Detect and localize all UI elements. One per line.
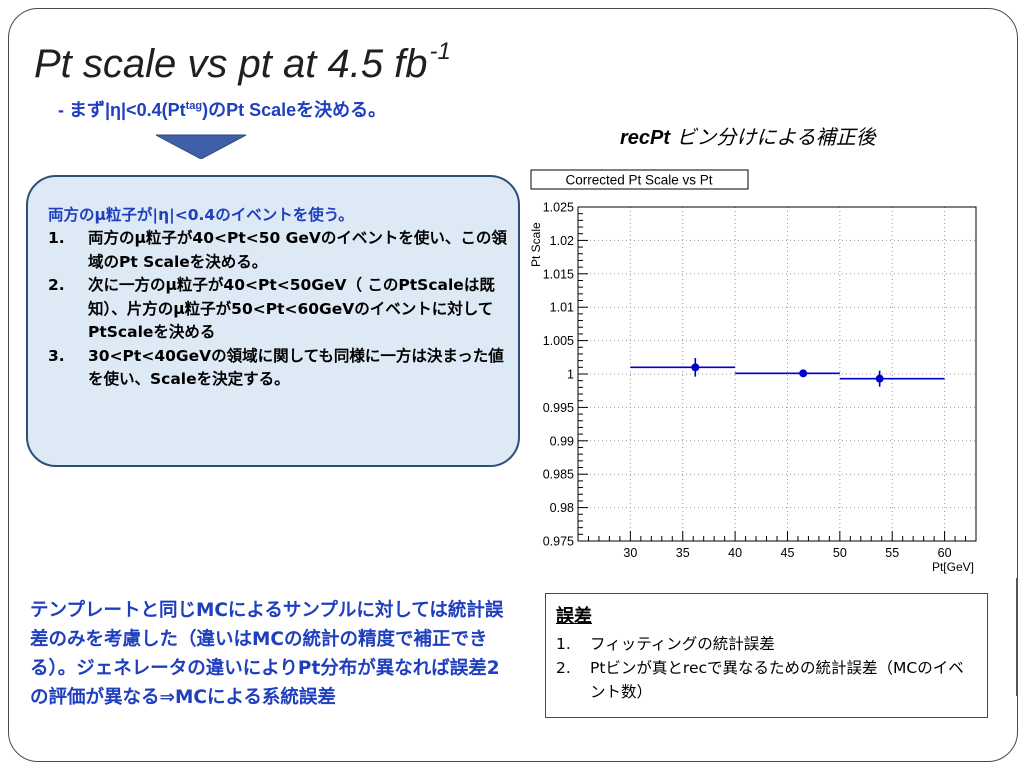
subtitle-superscript: tag [185, 100, 203, 112]
caption-bold: recPt [620, 127, 671, 149]
x-tick-label: 60 [938, 546, 952, 560]
item-text: フィッティングの統計誤差 [590, 635, 775, 653]
item-number: 2. [556, 659, 571, 677]
chart-caption: recPt ビン分けによる補正後 [620, 121, 876, 150]
item-number: 1. [48, 229, 65, 247]
item-number: 1. [556, 635, 571, 653]
page-title: Pt scale vs pt at 4.5 fb-1 [34, 38, 451, 87]
y-tick-label: 0.98 [550, 501, 574, 515]
caption-rest: ビン分けによる補正後 [676, 125, 876, 149]
error-box: 誤差 1. フィッティングの統計誤差 2. Ptビンが真とrecで異なるための統計誤… [545, 593, 988, 718]
item-text: 両方のμ粒子が40<Pt<50 GeVのイベントを使い、この領域のPt Scal… [88, 229, 507, 271]
y-tick-label: 1 [567, 368, 574, 382]
x-tick-label: 45 [781, 546, 795, 560]
list-item: 1. フィッティングの統計誤差 [556, 632, 976, 656]
x-tick-label: 30 [623, 546, 637, 560]
procedure-list: 1. 両方のμ粒子が40<Pt<50 GeVのイベントを使い、この領域のPt Sc… [48, 227, 510, 392]
y-tick-label: 0.99 [550, 434, 574, 448]
chart-points [630, 357, 945, 387]
y-tick-label: 0.985 [543, 468, 574, 482]
item-text: 次に一方のμ粒子が40<Pt<50GeV（ このPtScaleは既知）、片方のμ… [88, 276, 495, 341]
error-title: 誤差 [556, 606, 592, 627]
pt-scale-chart: 30 35 40 45 50 55 60 0.975 0.98 0.985 0.99 0.995 1 1.… [529, 169, 977, 574]
data-point [691, 363, 700, 372]
procedure-heading: 両方のμ粒子が|η|<0.4のイベントを使う。 [48, 206, 354, 224]
y-tick-label: 0.975 [543, 535, 574, 549]
data-point [875, 374, 884, 383]
item-number: 3. [48, 346, 65, 365]
item-number: 2. [48, 276, 65, 294]
item-text: Ptビンが真とrecで異なるための統計誤差（MCのイベント数） [590, 659, 964, 701]
data-point [799, 369, 808, 378]
y-tick-label: 1.015 [543, 267, 574, 281]
x-tick-label: 50 [833, 546, 847, 560]
list-item: 2. Ptビンが真とrecで異なるための統計誤差（MCのイベント数） [556, 656, 976, 704]
x-tick-label: 40 [728, 546, 742, 560]
chart-title: Corrected Pt Scale vs Pt [565, 173, 712, 188]
error-list: 1. フィッティングの統計誤差 2. Ptビンが真とrecで異なるための統計誤差（M… [556, 632, 976, 704]
y-tick-label: 1.005 [543, 334, 574, 348]
procedure-box: 両方のμ粒子が|η|<0.4のイベントを使う。 1. 両方のμ粒子が40<Pt<5… [26, 175, 520, 467]
y-tick-label: 1.02 [550, 234, 574, 248]
note-text: テンプレートと同じMCによるサンプルに対しては統計誤差のみを考慮した（違いはMC… [30, 600, 504, 708]
list-item: 2. 次に一方のμ粒子が40<Pt<50GeV（ このPtScaleは既知）、片方… [48, 274, 510, 345]
subtitle: - まず|η|<0.4(Pttag)のPt Scaleを決める。 [58, 96, 386, 122]
y-tick-label: 1.01 [550, 301, 574, 315]
subtitle-pre: - まず|η|<0.4(Pt [58, 100, 186, 120]
chart-ticks: 30 35 40 45 50 55 60 0.975 0.98 0.985 0.99 0.995 1 1.… [543, 201, 977, 560]
x-axis-label: Pt[GeV] [932, 560, 974, 574]
subtitle-post: )のPt Scaleを決める。 [202, 100, 387, 120]
side-divider [1016, 578, 1018, 696]
list-item: 1. 両方のμ粒子が40<Pt<50 GeVのイベントを使い、この領域のPt Sc… [48, 227, 510, 274]
y-tick-label: 1.025 [543, 201, 574, 215]
y-axis-label: Pt Scale [529, 222, 543, 267]
x-tick-label: 35 [676, 546, 690, 560]
title-main: Pt scale vs pt at 4.5 fb [34, 42, 428, 86]
y-tick-label: 0.995 [543, 401, 574, 415]
chart-title-box [530, 169, 749, 190]
x-tick-label: 55 [885, 546, 899, 560]
list-item: 3. 30<Pt<40GeVの領域に関しても同様に一方は決まった値を使い、Scal… [48, 345, 510, 392]
down-arrow-icon [156, 134, 246, 159]
item-text: 30<Pt<40GeVの領域に関しても同様に一方は決まった値を使い、Scaleを… [88, 346, 504, 389]
title-superscript: -1 [429, 38, 451, 65]
